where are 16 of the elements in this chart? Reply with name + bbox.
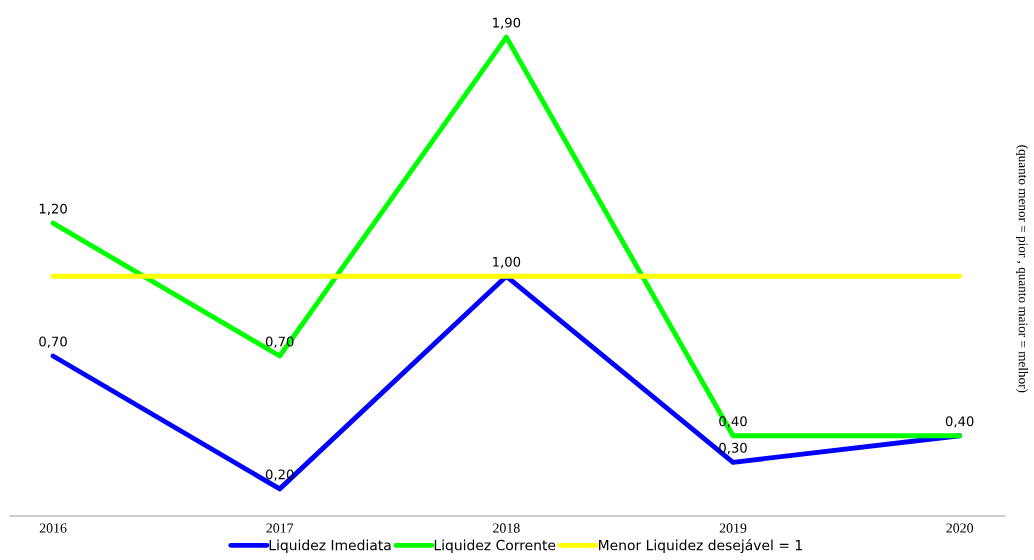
data-label: 0,30 [719, 442, 747, 455]
data-label: 1,90 [493, 17, 521, 29]
legend-label: Liquidez Corrente [434, 539, 556, 554]
legend-label: Menor Liquidez desejável = 1 [599, 539, 802, 554]
x-tick-label: 2018 [493, 523, 520, 533]
data-label: 0,20 [265, 469, 294, 481]
x-tick-label: 2019 [719, 523, 747, 533]
data-label: 1,20 [39, 203, 67, 215]
data-label: 1,00 [493, 256, 521, 269]
legend-label: Liquidez Imediata [269, 539, 391, 554]
data-label: 0,40 [945, 416, 974, 428]
data-label: 0,70 [39, 336, 67, 348]
y2-axis-title: (quanto menor = pior , quanto maior = melhor) [1016, 145, 1028, 393]
x-tick-label: 2016 [39, 523, 67, 533]
x-tick-label: 2020 [946, 523, 974, 533]
x-tick-label: 2017 [266, 523, 294, 533]
